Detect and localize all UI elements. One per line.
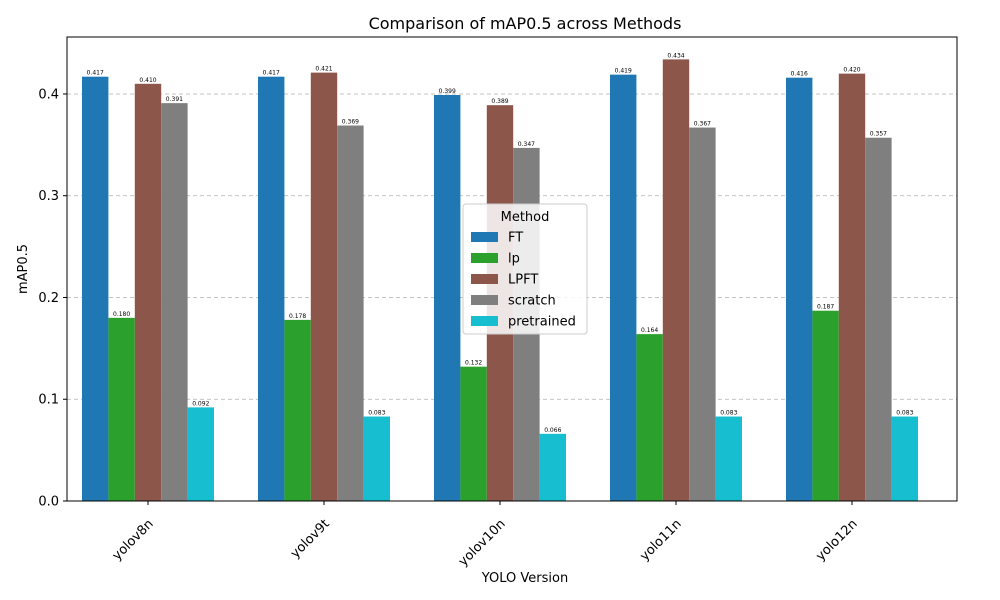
x-tick-label: yolov10n bbox=[456, 517, 509, 570]
x-tick-label: yolo12n bbox=[813, 517, 860, 564]
data-label: 0.434 bbox=[667, 52, 684, 59]
bar-pretrained-yolov10n bbox=[539, 433, 566, 501]
bar-scratch-yolo11n bbox=[689, 127, 716, 501]
bar-pretrained-yolov9t bbox=[363, 416, 390, 501]
data-label: 0.419 bbox=[615, 68, 632, 75]
bar-scratch-yolov9t bbox=[337, 125, 364, 502]
legend-label: FT bbox=[508, 231, 523, 246]
y-tick-label: 0.1 bbox=[38, 393, 59, 408]
bar-lpft-yolo12n bbox=[838, 73, 866, 501]
data-label: 0.180 bbox=[113, 311, 130, 318]
data-label: 0.399 bbox=[439, 88, 456, 95]
data-label: 0.416 bbox=[791, 71, 808, 78]
data-label: 0.417 bbox=[87, 70, 104, 77]
legend-swatch-pretrained bbox=[471, 316, 498, 326]
x-axis: yolov8n yolov9t yolov10n yolo11n yolo12n bbox=[110, 501, 861, 569]
data-label: 0.083 bbox=[896, 410, 913, 417]
data-label: 0.410 bbox=[139, 77, 156, 84]
bar-lp-yolov9t bbox=[284, 319, 311, 501]
data-label: 0.083 bbox=[368, 410, 385, 417]
x-tick-label: yolov9t bbox=[288, 517, 333, 562]
bar-lp-yolov10n bbox=[460, 366, 487, 501]
data-label: 0.389 bbox=[491, 98, 508, 105]
data-label: 0.187 bbox=[817, 304, 834, 311]
x-tick-label: yolov8n bbox=[110, 517, 157, 564]
legend-label: scratch bbox=[508, 294, 556, 309]
bar-pretrained-yolo12n bbox=[891, 416, 918, 501]
data-label: 0.367 bbox=[694, 121, 711, 128]
bar-ft-yolo11n bbox=[610, 74, 637, 502]
bar-pretrained-yolo11n bbox=[715, 416, 742, 501]
legend-label: pretrained bbox=[508, 315, 576, 330]
bar-pretrained-yolov8n bbox=[187, 407, 214, 501]
y-tick-label: 0.2 bbox=[38, 291, 59, 306]
y-tick-label: 0.0 bbox=[38, 495, 59, 510]
legend-title: Method bbox=[501, 210, 550, 225]
x-tick-label: yolo11n bbox=[637, 517, 684, 564]
legend-swatch-scratch bbox=[471, 295, 498, 305]
bar-lpft-yolov9t bbox=[310, 72, 338, 501]
legend-swatch-ft bbox=[471, 232, 498, 242]
data-label: 0.164 bbox=[641, 327, 658, 334]
data-label: 0.092 bbox=[192, 400, 209, 407]
data-label: 0.178 bbox=[289, 313, 306, 320]
data-label: 0.132 bbox=[465, 360, 482, 367]
bar-lpft-yolo11n bbox=[662, 59, 690, 502]
data-label: 0.347 bbox=[518, 141, 535, 148]
bar-ft-yolo12n bbox=[786, 77, 813, 501]
bar-lp-yolo11n bbox=[636, 334, 663, 501]
bar-ft-yolov9t bbox=[258, 76, 285, 502]
y-axis: 0.0 0.1 0.2 0.3 0.4 bbox=[38, 87, 67, 510]
legend-swatch-lp bbox=[471, 253, 498, 263]
data-label: 0.066 bbox=[544, 427, 561, 434]
data-label: 0.369 bbox=[342, 119, 359, 126]
data-label: 0.083 bbox=[720, 410, 737, 417]
data-labels-layer: 0.417 0.180 0.410 0.391 0.092 0.417 0.178 0.421… bbox=[87, 52, 914, 433]
bar-lpft-yolov8n bbox=[134, 83, 162, 502]
bar-scratch-yolov8n bbox=[161, 103, 188, 501]
bar-lp-yolov8n bbox=[108, 317, 135, 501]
bar-ft-yolov10n bbox=[434, 95, 461, 501]
bars-layer bbox=[82, 59, 918, 502]
bar-scratch-yolo12n bbox=[865, 137, 892, 501]
legend-label: lp bbox=[508, 252, 520, 267]
plot-frame bbox=[66, 36, 958, 502]
data-label: 0.357 bbox=[870, 131, 887, 138]
legend-label: LPFT bbox=[508, 273, 538, 288]
y-tick-label: 0.4 bbox=[38, 87, 59, 102]
y-tick-label: 0.3 bbox=[38, 189, 59, 204]
data-label: 0.421 bbox=[315, 66, 332, 73]
legend: Method FT lp LPFT scratch pretrained bbox=[462, 203, 588, 335]
y-axis-label: mAP0.5 bbox=[16, 244, 31, 294]
bar-lp-yolo12n bbox=[812, 310, 839, 501]
legend-swatch-lpft bbox=[471, 274, 498, 284]
data-label: 0.391 bbox=[166, 96, 183, 103]
data-label: 0.420 bbox=[843, 67, 860, 74]
chart-title: Comparison of mAP0.5 across Methods bbox=[369, 14, 682, 33]
bar-ft-yolov8n bbox=[82, 76, 109, 502]
data-label: 0.417 bbox=[263, 70, 280, 77]
x-axis-label: YOLO Version bbox=[481, 571, 568, 586]
